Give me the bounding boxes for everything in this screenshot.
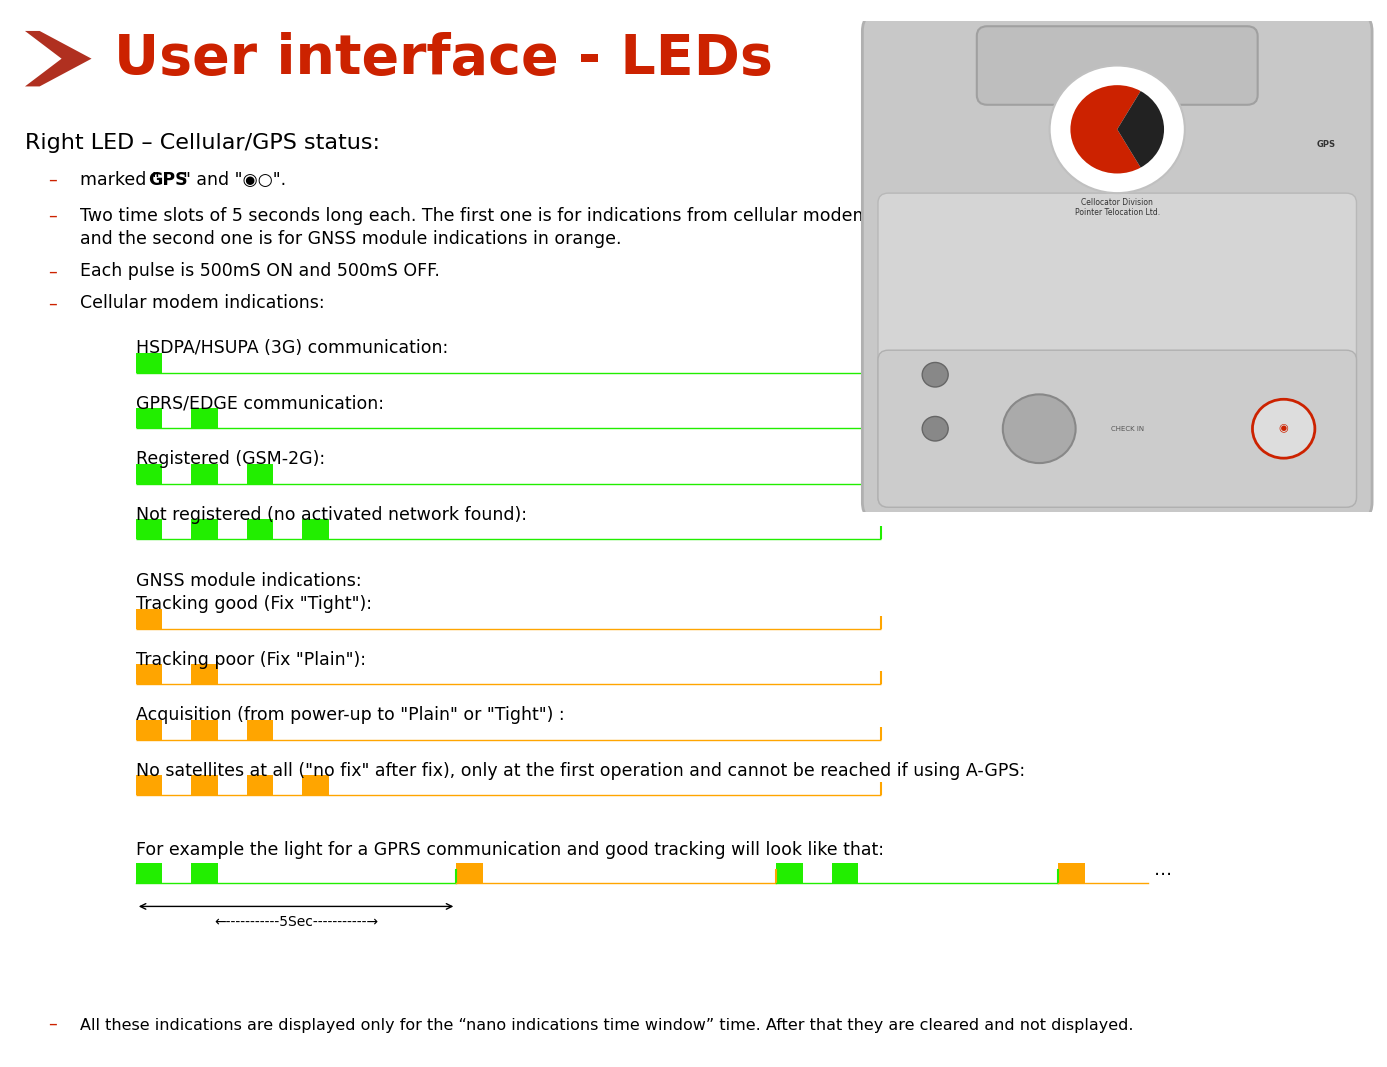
Bar <box>191 863 218 883</box>
Bar <box>777 863 803 883</box>
Text: Right LED – Cellular/GPS status:: Right LED – Cellular/GPS status: <box>25 133 380 154</box>
Text: Each pulse is 500mS ON and 500mS OFF.: Each pulse is 500mS ON and 500mS OFF. <box>80 262 440 281</box>
Bar <box>136 409 162 429</box>
Wedge shape <box>1117 91 1164 168</box>
Text: –: – <box>49 294 57 313</box>
Bar <box>136 464 162 484</box>
Text: –: – <box>49 1015 57 1033</box>
Text: –: – <box>49 207 57 225</box>
Text: Registered (GSM-2G):: Registered (GSM-2G): <box>136 450 325 468</box>
Bar <box>247 464 273 484</box>
Text: ←-----------5Sec-----------→: ←-----------5Sec-----------→ <box>214 915 379 929</box>
Circle shape <box>922 416 949 441</box>
Text: marked ": marked " <box>80 171 160 189</box>
Bar <box>136 609 162 630</box>
Wedge shape <box>1071 85 1140 174</box>
Bar <box>191 665 218 685</box>
Text: Not registered (no activated network found):: Not registered (no activated network fou… <box>136 506 527 524</box>
Bar <box>136 665 162 685</box>
Circle shape <box>922 363 949 387</box>
Text: GPRS/EDGE communication:: GPRS/EDGE communication: <box>136 395 384 413</box>
Text: No satellites at all ("no fix" after fix), only at the first operation and canno: No satellites at all ("no fix" after fix… <box>136 762 1025 780</box>
Text: Acquisition (from power-up to "Plain" or "Tight") :: Acquisition (from power-up to "Plain" or… <box>136 706 565 724</box>
Text: User interface - LEDs: User interface - LEDs <box>114 32 773 85</box>
Polygon shape <box>25 31 92 86</box>
Text: Two time slots of 5 seconds long each. The first one is for indications from cel: Two time slots of 5 seconds long each. T… <box>80 207 947 225</box>
Text: GPS: GPS <box>148 171 189 189</box>
FancyBboxPatch shape <box>863 12 1372 522</box>
Bar <box>247 720 273 740</box>
Circle shape <box>1050 65 1184 193</box>
FancyBboxPatch shape <box>878 350 1356 507</box>
Text: GNSS module indications:: GNSS module indications: <box>136 572 362 590</box>
Text: CHECK IN: CHECK IN <box>1111 426 1144 432</box>
Bar <box>247 520 273 540</box>
Text: All these indications are displayed only for the “nano indications time window” : All these indications are displayed only… <box>80 1018 1135 1033</box>
Bar <box>191 464 218 484</box>
Bar <box>302 776 329 796</box>
Bar <box>247 776 273 796</box>
Bar <box>136 353 162 373</box>
Text: and the second one is for GNSS module indications in orange.: and the second one is for GNSS module in… <box>80 230 621 249</box>
Bar <box>832 863 859 883</box>
Text: GPS: GPS <box>1316 140 1336 148</box>
Circle shape <box>1003 395 1076 463</box>
Bar <box>456 863 483 883</box>
Bar <box>136 520 162 540</box>
Bar <box>191 520 218 540</box>
Text: Cellocator Division
Pointer Telocation Ltd.: Cellocator Division Pointer Telocation L… <box>1075 198 1160 218</box>
Text: Tracking good (Fix "Tight"):: Tracking good (Fix "Tight"): <box>136 595 372 614</box>
FancyBboxPatch shape <box>976 27 1258 105</box>
Bar <box>302 520 329 540</box>
Bar <box>191 720 218 740</box>
Text: ◉: ◉ <box>1279 424 1289 433</box>
Circle shape <box>1252 399 1315 458</box>
FancyBboxPatch shape <box>878 193 1356 507</box>
Bar <box>191 776 218 796</box>
Text: …: … <box>1154 861 1172 879</box>
Text: –: – <box>49 171 57 189</box>
Text: For example the light for a GPRS communication and good tracking will look like : For example the light for a GPRS communi… <box>136 841 884 859</box>
Text: Tracking poor (Fix "Plain"):: Tracking poor (Fix "Plain"): <box>136 651 366 669</box>
Bar <box>136 863 162 883</box>
Bar <box>136 776 162 796</box>
Bar <box>191 409 218 429</box>
Text: Cellular modem indications:: Cellular modem indications: <box>80 294 325 313</box>
Text: –: – <box>49 262 57 281</box>
Text: " and "◉○".: " and "◉○". <box>183 171 286 189</box>
Bar <box>136 720 162 740</box>
Text: HSDPA/HSUPA (3G) communication:: HSDPA/HSUPA (3G) communication: <box>136 339 448 357</box>
Bar <box>1058 863 1085 883</box>
